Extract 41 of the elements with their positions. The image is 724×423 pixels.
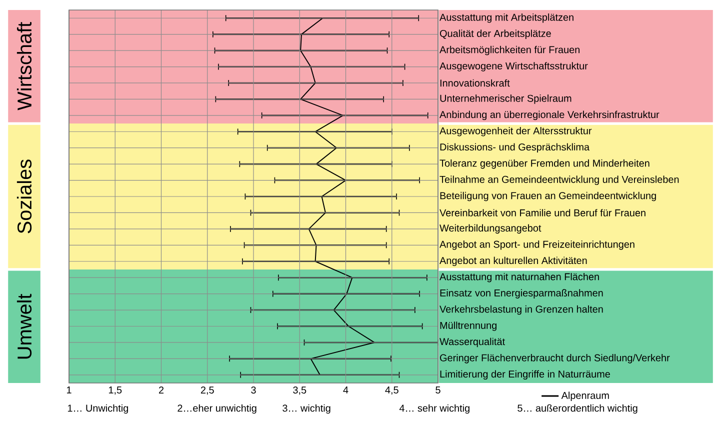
x-tick-label: 3 <box>251 386 256 394</box>
legend-label: Alpenraum <box>561 392 609 401</box>
y-tick-label: Teilnahme an Gemeindeentwicklung und Vereinsleben <box>440 176 679 185</box>
band-label: Soziales <box>16 160 32 234</box>
y-tick-label: Vereinbarkeit von Familie und Beruf für Frauen <box>440 209 646 216</box>
y-tick-label: Diskussions- und Gesprächsklima <box>440 143 590 152</box>
x-tick-label: 3,5 <box>293 386 306 395</box>
y-tick-label: Ausgewogene Wirtschaftsstruktur <box>440 62 588 72</box>
y-tick-label: Ausstattung mit Arbeitsplätzen <box>440 13 574 23</box>
y-tick-label: Verkehrsbelastung in Grenzen halten <box>440 305 603 315</box>
x-tick-label: 2,5 <box>200 386 214 395</box>
text: 4… sehr wichtig <box>399 404 470 414</box>
y-tick-label: Toleranz gegenüber Fremden und Minderheiten <box>440 159 650 169</box>
text: 5… außerordentlich wichtig <box>518 404 638 414</box>
x-tick-label: 2 <box>158 386 164 394</box>
y-tick-label: Beteiligung von Frauen an Gemeindeentwicklung <box>440 192 656 202</box>
y-tick-label: Limitierung der Eingriffe in Naturräume <box>440 370 610 380</box>
text: 3… wichtig <box>282 404 330 414</box>
x-tick-label: 5 <box>436 386 440 394</box>
text: 1… Unwichtig <box>68 404 128 414</box>
band-label: Wirtschaft <box>16 22 32 110</box>
y-tick-label: Qualität der Arbeitsplätze <box>440 30 551 39</box>
y-tick-label: Mülltrennung <box>440 322 496 331</box>
band-label: Umwelt <box>16 294 32 359</box>
y-tick-label: Wasserqualität <box>440 338 505 348</box>
y-tick-label: Ausgewogenheit der Altersstruktur <box>440 126 592 136</box>
y-tick-label: Ausstattung mit naturnahen Flächen <box>440 272 599 282</box>
x-tick-label: 4,5 <box>385 386 398 395</box>
y-tick-label: Angebot an Sport- und Freizeiteinrichtungen <box>440 240 634 250</box>
text: 2…eher unwichtig <box>178 404 256 414</box>
y-tick-label: Anbindung an überregionale Verkehrsinfrastruktur <box>440 110 660 120</box>
y-tick-label: Angebot an kulturellen Aktivitäten <box>440 256 587 266</box>
x-tick-label: 4 <box>343 386 348 394</box>
x-tick-label: 1 <box>66 386 72 394</box>
y-tick-label: Arbeitsmöglichkeiten für Frauen <box>440 46 580 56</box>
x-tick-label: 1,5 <box>108 386 122 395</box>
y-tick-label: Einsatz von Energiesparmaßnahmen <box>440 289 603 298</box>
y-tick-label: Weiterbildungsangebot <box>440 224 542 234</box>
y-tick-label: Geringer Flächenverbraucht durch Siedlung/Verkehr <box>440 354 670 364</box>
y-tick-label: Innovationskraft <box>440 79 510 87</box>
y-tick-label: Unternehmerischer Spielraum <box>440 94 572 104</box>
